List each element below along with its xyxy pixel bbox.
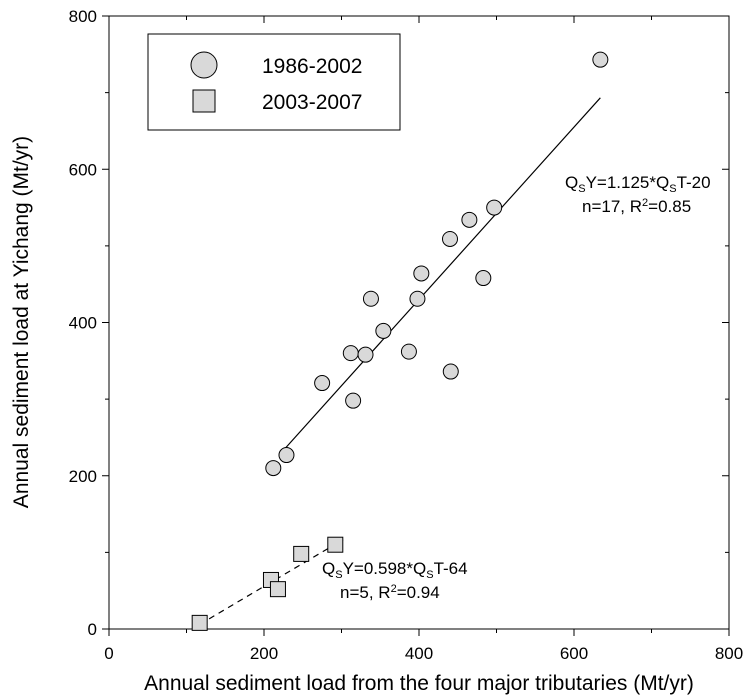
point-2003-2007	[191, 614, 208, 631]
x-tick-label: 600	[560, 644, 588, 663]
point-1986-2002	[278, 447, 295, 464]
point-1986-2002	[265, 460, 282, 477]
legend-box	[147, 33, 401, 131]
x-tick-label: 200	[250, 644, 278, 663]
point-1986-2002	[461, 211, 478, 228]
legend: 1986-2002 2003-2007	[147, 33, 401, 131]
y-tick-label: 400	[69, 314, 97, 333]
fit-equation-1986-2002: QSY=1.125*QST-20	[565, 173, 711, 195]
y-axis-title: Annual sediment load at Yichang (Mt/yr)	[10, 136, 33, 508]
point-1986-2002	[345, 392, 362, 409]
fit-lines	[199, 97, 601, 625]
point-2003-2007	[269, 581, 286, 598]
point-1986-2002	[486, 199, 503, 216]
legend-square-marker	[192, 89, 216, 113]
point-1986-2002	[375, 322, 392, 339]
point-1986-2002	[342, 345, 359, 362]
point-1986-2002	[442, 230, 458, 247]
x-tick-label: 400	[405, 644, 433, 663]
y-tick-label: 600	[69, 160, 97, 179]
fit-stats-2003-2007: n=5, R2=0.94	[340, 583, 440, 602]
x-tick-label: 800	[715, 644, 743, 663]
x-axis-title: Annual sediment load from the four major…	[144, 672, 694, 695]
point-1986-2002	[409, 290, 426, 307]
point-1986-2002	[357, 346, 374, 363]
y-tick-label: 0	[88, 620, 97, 639]
point-1986-2002	[400, 343, 417, 360]
point-1986-2002	[314, 375, 331, 392]
y-axis: 0 200 400 600 800	[69, 7, 729, 639]
point-1986-2002	[413, 265, 430, 282]
fit-stats-1986-2002: n=17, R2=0.85	[582, 197, 691, 216]
fit-line-2003-2007	[199, 539, 344, 625]
legend-label-2003-2007: 2003-2007	[262, 91, 362, 114]
point-2003-2007	[327, 536, 344, 553]
point-1986-2002	[442, 363, 459, 380]
point-1986-2002	[592, 51, 609, 68]
fit-equation-2003-2007: QSY=0.598*QST-64	[322, 559, 468, 581]
point-1986-2002	[475, 270, 492, 287]
point-2003-2007	[293, 545, 310, 562]
x-tick-label: 0	[104, 644, 113, 663]
y-tick-label: 200	[69, 467, 97, 486]
legend-label-1986-2002: 1986-2002	[262, 55, 362, 78]
y-tick-label: 800	[69, 7, 97, 26]
x-axis: 0 200 400 600 800	[104, 16, 743, 663]
data-points	[191, 51, 609, 631]
fit-line-1986-2002	[284, 97, 601, 450]
point-1986-2002	[362, 290, 379, 307]
legend-circle-marker	[190, 51, 218, 79]
